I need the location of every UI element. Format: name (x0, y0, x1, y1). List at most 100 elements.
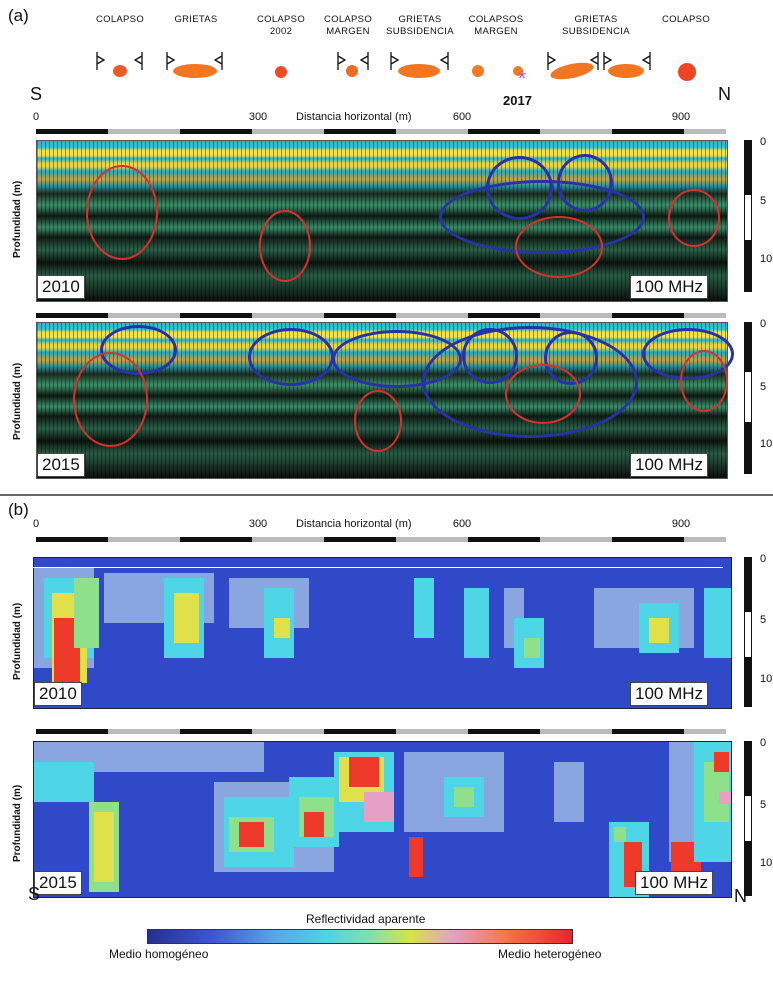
colorbar-low-label: Medio homogéneo (109, 947, 209, 961)
south-label-a: S (30, 84, 43, 104)
depth-tick: 0 (760, 136, 767, 148)
north-label-a: N (718, 84, 731, 104)
depth-scalebar-2010-a (744, 140, 752, 292)
red-anomaly-ellipse (668, 189, 720, 247)
colorbar-high-label: Medio heterogéneo (498, 947, 602, 961)
freq-label-2010-a: 100 MHz (630, 275, 709, 299)
reflectivity-cell (34, 762, 94, 802)
x-tick-b-600: 600 (452, 518, 472, 530)
depth-tick: 0 (760, 318, 767, 330)
freq-label-2015-a: 100 MHz (630, 453, 709, 477)
distance-scalebar-b2 (36, 729, 726, 734)
reflectivity-cell (364, 792, 394, 822)
feature-label-colapso-2002: COLAPSO 2002 (256, 14, 306, 37)
x-tick-a-900: 900 (671, 111, 691, 123)
depth-tick: 5 (760, 799, 767, 811)
reflectivity-cell (464, 588, 489, 658)
feature-label-grietas-1: GRIETAS (174, 14, 218, 25)
blue-anomaly-ellipse (248, 328, 334, 386)
subsidence-crack-marker-2 (550, 62, 594, 80)
north-label-b: N (734, 886, 747, 906)
reflectivity-cell (349, 757, 379, 787)
depth-tick: 10 (760, 857, 773, 869)
depth-scalebar-2015-a (744, 322, 752, 474)
blue-anomaly-ellipse (422, 326, 638, 438)
y-axis-title-2010-b: Profundidad (m) (12, 602, 23, 680)
x-axis-title-b: Distancia horizontal (m) (296, 518, 412, 530)
year-label-2010-a: 2010 (37, 275, 85, 299)
feature-label-colapso-margen: COLAPSO MARGEN (323, 14, 373, 37)
collapse-2002-marker (275, 66, 287, 78)
panel-a-letter: (a) (8, 6, 29, 25)
subsidence-crack-marker-1 (398, 64, 440, 78)
x-axis-title-a: Distancia horizontal (m) (296, 111, 412, 123)
depth-tick: 10 (760, 673, 773, 685)
depth-tick: 10 (760, 253, 773, 265)
x-tick-a-0: 0 (32, 111, 40, 123)
feature-label-grietas-subsidencia-1: GRIETAS SUBSIDENCIA (386, 14, 454, 37)
collapse-margin-marker (346, 65, 358, 77)
depth-tick: 0 (760, 553, 767, 565)
subsidence-crack-marker-3 (608, 64, 644, 78)
distance-scalebar-b (36, 537, 726, 542)
fault-symbol-1 (96, 52, 143, 70)
reflectivity-cell (414, 578, 434, 638)
reflectivity-cell (704, 588, 731, 658)
y-axis-title-2010-a: Profundidad (m) (12, 180, 23, 258)
depth-scalebar-2010-b (744, 557, 752, 707)
crack-marker-1 (173, 64, 217, 78)
y-axis-title-2015-b: Profundidad (m) (12, 784, 23, 862)
reflectivity-cell (409, 837, 423, 877)
depth-tick: 0 (760, 737, 767, 749)
reflectivity-cell (174, 593, 199, 643)
reflectivity-map-2015 (33, 741, 732, 898)
feature-symbols: * (96, 52, 696, 90)
reflectivity-cell (614, 827, 626, 842)
panel-divider (0, 494, 773, 496)
red-anomaly-ellipse (86, 165, 158, 260)
collapse-marker-2 (678, 63, 696, 81)
red-anomaly-ellipse (73, 352, 148, 447)
colorbar-title: Reflectividad aparente (306, 912, 426, 926)
x-tick-b-900: 900 (671, 518, 691, 530)
distance-scalebar-a (36, 129, 726, 134)
colorbar (147, 929, 573, 944)
depth-tick: 10 (760, 438, 773, 450)
reflectivity-cell (714, 752, 729, 772)
x-tick-a-600: 600 (452, 111, 472, 123)
reflectivity-cell (649, 618, 669, 643)
collapse-margin-marker-2 (472, 65, 484, 77)
x-tick-a-300: 300 (248, 111, 268, 123)
feature-label-colapso-1: COLAPSO (95, 14, 145, 25)
collapse-margin-marker-3 (513, 66, 523, 76)
x-tick-b-300: 300 (248, 518, 268, 530)
year-2017-label: 2017 (503, 93, 532, 108)
reflectivity-cell (554, 762, 584, 822)
depth-scalebar-2015-b (744, 741, 752, 896)
red-anomaly-ellipse (680, 350, 728, 412)
freq-label-2010-b: 100 MHz (630, 682, 709, 706)
feature-label-colapsos-margen: COLAPSOS MARGEN (468, 14, 524, 37)
blue-anomaly-ellipse (462, 328, 518, 384)
star-marker-icon: * (518, 66, 527, 90)
depth-tick: 5 (760, 614, 767, 626)
year-label-2015-b: 2015 (34, 871, 82, 895)
feature-label-colapso-2: COLAPSO (661, 14, 711, 25)
red-anomaly-ellipse (515, 216, 603, 278)
surface-line (33, 567, 723, 568)
reflectivity-cell (304, 812, 324, 837)
reflectivity-cell (274, 618, 290, 638)
red-anomaly-ellipse (259, 210, 311, 282)
reflectivity-cell (454, 787, 474, 807)
south-label-b: S (28, 884, 41, 904)
reflectivity-cell (94, 812, 114, 882)
collapse-marker-1 (113, 65, 127, 77)
reflectivity-cell (239, 822, 264, 847)
year-label-2015-a: 2015 (37, 453, 85, 477)
depth-tick: 5 (760, 381, 767, 393)
x-tick-b-0: 0 (32, 518, 40, 530)
reflectivity-cell (74, 578, 99, 648)
year-label-2010-b: 2010 (34, 682, 82, 706)
feature-label-grietas-subsidencia-2: GRIETAS SUBSIDENCIA (562, 14, 630, 37)
reflectivity-cell (719, 792, 731, 804)
